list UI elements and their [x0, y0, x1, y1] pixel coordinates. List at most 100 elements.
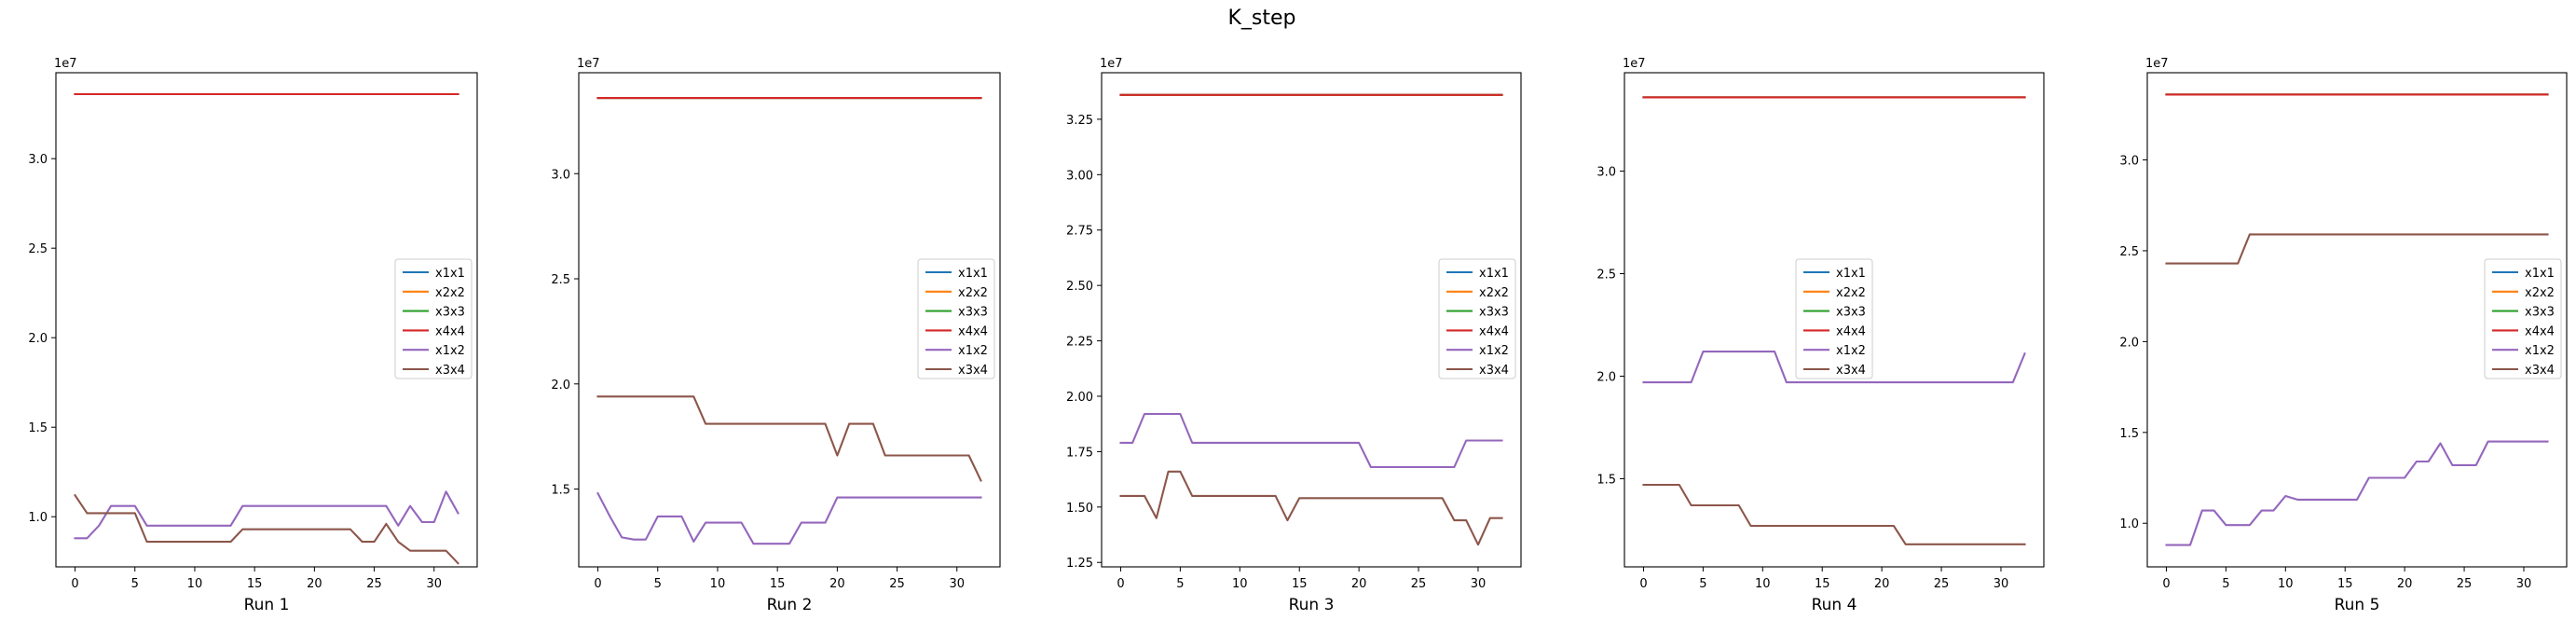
- series-line-x3x4: [74, 493, 459, 565]
- x-tick-label: 15: [1815, 577, 1830, 591]
- subplot-3: 0 5 10 15 20 25 30 1.25 1.50 1.75 2.00 2.25 2.50 2.75…: [1066, 57, 1522, 614]
- x-axis-label: Run 3: [1289, 596, 1335, 614]
- y-tick-label: 1.0: [2119, 517, 2139, 531]
- x-tick-label: 10: [1232, 577, 1248, 591]
- y-offset-text: 1e7: [1623, 57, 1646, 71]
- legend-label-x1x1: x1x1: [958, 267, 988, 281]
- x-tick-label: 10: [187, 577, 203, 591]
- legend-label-x2x2: x2x2: [958, 286, 988, 300]
- legend-label-x1x2: x1x2: [1479, 344, 1509, 358]
- y-tick-label: 3.0: [2119, 155, 2139, 169]
- legend-label-x3x4: x3x4: [958, 364, 988, 378]
- x-tick-label: 25: [366, 577, 382, 591]
- y-tick-label: 2.50: [1066, 280, 1093, 294]
- x-tick-label: 20: [307, 577, 322, 591]
- x-tick-label: 30: [1994, 577, 2009, 591]
- x-tick-label: 5: [131, 577, 139, 591]
- x-tick-label: 25: [2457, 577, 2473, 591]
- legend-label-x1x2: x1x2: [435, 344, 465, 358]
- y-offset-text: 1e7: [1100, 57, 1123, 71]
- y-tick-label: 2.5: [551, 273, 570, 287]
- legend-label-x3x3: x3x3: [1479, 306, 1509, 320]
- x-tick-label: 10: [1755, 577, 1771, 591]
- y-tick-label: 1.25: [1066, 557, 1093, 571]
- legend-label-x2x2: x2x2: [1836, 286, 1866, 300]
- y-tick-label: 2.00: [1066, 391, 1093, 405]
- legend-label-x1x1: x1x1: [2525, 267, 2555, 281]
- y-tick-label: 1.5: [28, 421, 48, 435]
- legend: x1x1 x2x2 x3x3 x4x4 x1x2 x3x4: [1438, 258, 1516, 379]
- figure-title: K_step: [1227, 7, 1295, 30]
- series-line-x1x2: [596, 491, 982, 545]
- x-axis-label: Run 1: [244, 596, 290, 614]
- x-tick-label: 15: [247, 577, 263, 591]
- x-tick-label: 20: [829, 577, 845, 591]
- x-tick-label: 15: [770, 577, 786, 591]
- legend-label-x1x2: x1x2: [2525, 344, 2555, 358]
- y-tick-label: 1.50: [1066, 502, 1093, 516]
- legend-label-x3x3: x3x3: [2525, 306, 2555, 320]
- y-tick-label: 2.0: [1596, 370, 1616, 384]
- x-tick-label: 30: [426, 577, 442, 591]
- legend-box: [917, 258, 995, 379]
- y-tick-label: 1.5: [2119, 427, 2139, 441]
- series-line-x3x4: [1119, 470, 1503, 546]
- y-tick-label: 3.0: [28, 153, 48, 167]
- y-tick-label: 1.0: [28, 511, 48, 525]
- y-tick-label: 2.0: [2119, 336, 2139, 350]
- y-tick-label: 2.5: [1596, 269, 1616, 282]
- y-tick-label: 1.75: [1066, 446, 1093, 460]
- series-line-x3x4: [2165, 233, 2549, 265]
- y-tick-label: 2.25: [1066, 336, 1093, 350]
- series-line-x1x2: [2165, 440, 2549, 546]
- x-axis-label: Run 2: [767, 596, 813, 614]
- x-tick-label: 30: [2516, 577, 2532, 591]
- legend-label-x3x4: x3x4: [1479, 364, 1509, 378]
- legend-label-x2x2: x2x2: [1479, 286, 1509, 300]
- y-offset-text: 1e7: [577, 57, 600, 71]
- y-tick-label: 2.0: [28, 332, 48, 346]
- y-tick-label: 3.0: [551, 168, 570, 182]
- x-tick-label: 5: [2222, 577, 2229, 591]
- x-axis-label: Run 5: [2335, 596, 2380, 614]
- x-tick-label: 25: [1411, 577, 1427, 591]
- x-tick-label: 10: [2278, 577, 2294, 591]
- legend-label-x2x2: x2x2: [435, 286, 465, 300]
- subplot-4: 0 5 10 15 20 25 30 1.5 2.0 2.5 3.0 1e7 Run 4 x1x1 x2x2…: [1596, 57, 2045, 614]
- legend: x1x1 x2x2 x3x3 x4x4 x1x2 x3x4: [2484, 258, 2562, 379]
- legend: x1x1 x2x2 x3x3 x4x4 x1x2 x3x4: [1795, 258, 1873, 379]
- legend-label-x1x2: x1x2: [958, 344, 988, 358]
- legend: x1x1 x2x2 x3x3 x4x4 x1x2 x3x4: [394, 258, 473, 379]
- x-axis-label: Run 4: [1812, 596, 1857, 614]
- legend: x1x1 x2x2 x3x3 x4x4 x1x2 x3x4: [917, 258, 995, 379]
- x-tick-label: 0: [1117, 577, 1124, 591]
- x-tick-label: 5: [654, 577, 662, 591]
- x-tick-label: 15: [1292, 577, 1308, 591]
- legend-label-x1x1: x1x1: [1836, 267, 1866, 281]
- legend-label-x4x4: x4x4: [2525, 324, 2555, 338]
- axes-frame: [1101, 72, 1522, 568]
- series-line-x3x4: [596, 395, 982, 482]
- x-tick-label: 0: [71, 577, 78, 591]
- x-tick-label: 25: [889, 577, 905, 591]
- legend-label-x3x4: x3x4: [435, 364, 465, 378]
- y-tick-label: 2.5: [2119, 245, 2139, 259]
- legend-label-x1x1: x1x1: [435, 267, 465, 281]
- series-line-x3x4: [1642, 483, 2026, 545]
- y-tick-label: 2.5: [28, 242, 48, 256]
- legend-box: [394, 258, 473, 379]
- subplot-2: 0 5 10 15 20 25 30 1.5 2.0 2.5 3.0 1e7 Run 2 x1x1 x2x2…: [551, 57, 1001, 614]
- legend-label-x1x1: x1x1: [1479, 267, 1509, 281]
- axes-frame: [1624, 72, 2045, 568]
- x-tick-label: 5: [1699, 577, 1706, 591]
- legend-label-x4x4: x4x4: [1479, 324, 1509, 338]
- series-line-x1x2: [74, 490, 459, 540]
- x-tick-label: 0: [2162, 577, 2170, 591]
- x-tick-label: 30: [949, 577, 965, 591]
- x-tick-label: 20: [2397, 577, 2413, 591]
- legend-box: [2484, 258, 2562, 379]
- x-tick-label: 30: [1471, 577, 1487, 591]
